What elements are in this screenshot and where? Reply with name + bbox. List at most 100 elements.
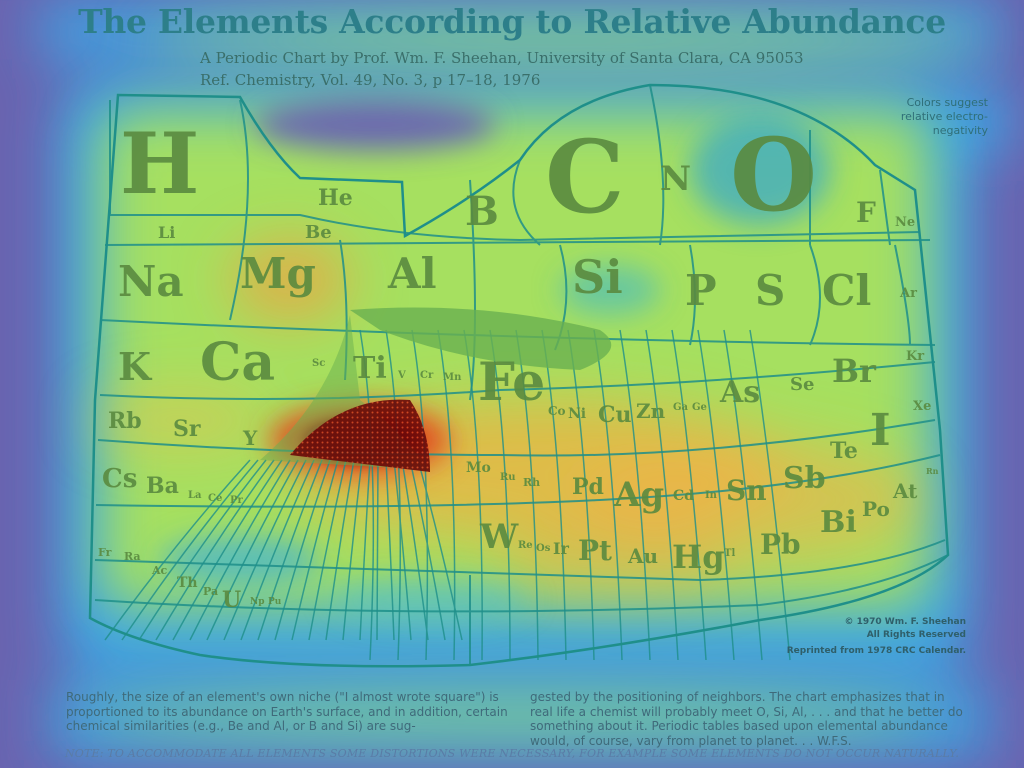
- dblock-line: [463, 329, 483, 661]
- element-w: W: [479, 517, 519, 557]
- element-te: Te: [830, 438, 858, 464]
- element-kr: Kr: [906, 349, 924, 364]
- dblock-line: [723, 329, 763, 661]
- element-n: N: [660, 159, 691, 199]
- element-fe: Fe: [478, 352, 545, 413]
- element-ti: Ti: [353, 351, 387, 386]
- element-symbols: H He Li Be B C N O F Ne Na Mg Al Si P S Cl Ar K Ca Sc Ti V Cr Mn…: [98, 114, 939, 613]
- element-se: Se: [790, 374, 814, 395]
- copyright-line-2: All Rights Reserved: [866, 630, 966, 640]
- element-pb: Pb: [760, 528, 801, 561]
- element-ir: Ir: [553, 539, 569, 558]
- element-p: P: [685, 266, 717, 315]
- fblock-line: [257, 459, 323, 641]
- element-np: Np: [250, 597, 265, 607]
- dblock-line: [411, 329, 429, 661]
- copyright-notice: © 1970 Wm. F. Sheehan All Rights Reserve…: [826, 616, 966, 642]
- element-li: Li: [158, 223, 175, 242]
- element-c: C: [545, 118, 625, 236]
- fblock-line: [417, 459, 463, 641]
- element-cd: Cd: [673, 488, 694, 504]
- element-k: K: [118, 344, 153, 389]
- fblock-line: [359, 459, 371, 641]
- element-y: Y: [242, 426, 258, 450]
- element-he: He: [318, 185, 353, 211]
- element-s: S: [755, 266, 785, 315]
- element-cs: Cs: [102, 464, 137, 494]
- fblock-line: [240, 459, 315, 641]
- element-ra: Ra: [124, 550, 141, 563]
- element-rn: Rn: [926, 466, 939, 476]
- element-cu: Cu: [598, 402, 632, 428]
- lanthanide-hotspot: [290, 399, 430, 472]
- fblock-line: [308, 459, 347, 641]
- element-cl: Cl: [822, 266, 871, 315]
- element-f: F: [856, 196, 876, 229]
- element-rh: Rh: [523, 476, 540, 489]
- element-be: Be: [305, 222, 332, 243]
- element-mo: Mo: [466, 460, 491, 476]
- fblock-line: [385, 459, 395, 641]
- fblock-line: [189, 459, 291, 641]
- element-pt: Pt: [578, 534, 612, 567]
- element-ga: Ga: [673, 402, 689, 413]
- dblock-line: [359, 329, 375, 661]
- fblock-line: [121, 459, 259, 641]
- element-ce: Ce: [208, 493, 222, 504]
- element-mg: Mg: [240, 249, 316, 298]
- chart-reference: Ref. Chemistry, Vol. 49, No. 3, p 17–18,…: [200, 71, 541, 89]
- element-sn: Sn: [726, 474, 767, 507]
- fblock-line: [172, 459, 283, 641]
- element-os: Os: [536, 543, 551, 554]
- dblock-line: [671, 329, 707, 661]
- element-po: Po: [862, 497, 890, 521]
- element-as: As: [719, 375, 760, 410]
- element-pd: Pd: [572, 474, 604, 500]
- element-fr: Fr: [98, 546, 112, 559]
- element-co: Co: [548, 404, 566, 418]
- element-ag: Ag: [613, 475, 664, 515]
- element-ar: Ar: [899, 286, 917, 301]
- element-v: V: [397, 370, 406, 381]
- element-ba: Ba: [146, 473, 179, 499]
- fblock-line: [206, 459, 299, 641]
- element-pu: Pu: [268, 597, 282, 607]
- description-column-1: Roughly, the size of an element's own ni…: [66, 690, 508, 733]
- element-ca: Ca: [200, 332, 275, 393]
- element-pr: Pr: [230, 495, 244, 506]
- element-h: H: [120, 114, 199, 213]
- dblock-line: [489, 329, 511, 661]
- fblock-line: [393, 459, 412, 641]
- element-u: U: [222, 587, 241, 613]
- element-ne: Ne: [895, 215, 915, 230]
- element-re: Re: [518, 540, 533, 551]
- element-o: O: [730, 116, 817, 234]
- chart-outline: [88, 83, 950, 668]
- fblock-line: [155, 459, 275, 641]
- fblock-line: [376, 459, 379, 641]
- element-bi: Bi: [820, 505, 857, 540]
- copyright-line-1: © 1970 Wm. F. Sheehan: [844, 617, 966, 627]
- element-th: Th: [177, 575, 198, 591]
- element-tl: Tl: [724, 548, 735, 559]
- element-si: Si: [572, 250, 623, 304]
- distortion-footnote: NOTE: TO ACCOMMODATE ALL ELEMENTS SOME D…: [64, 747, 960, 760]
- fblock-line: [138, 459, 267, 641]
- element-pa: Pa: [203, 585, 218, 598]
- element-la: La: [188, 490, 202, 501]
- fblock-line: [274, 459, 331, 641]
- electronegativity-note: Colors suggest relative electro-negativi…: [900, 96, 988, 137]
- element-sc: Sc: [312, 358, 325, 369]
- element-i: I: [870, 405, 891, 456]
- dblock-line: [385, 329, 402, 661]
- chart-fine-lines: [104, 329, 791, 661]
- dblock-line: [619, 329, 651, 661]
- element-xe: Xe: [913, 399, 931, 414]
- fblock-line: [291, 459, 339, 641]
- element-in: In: [705, 490, 718, 501]
- element-ru: Ru: [500, 472, 516, 483]
- element-au: Au: [627, 544, 658, 568]
- transition-band: [350, 307, 612, 370]
- dblock-line: [645, 329, 679, 661]
